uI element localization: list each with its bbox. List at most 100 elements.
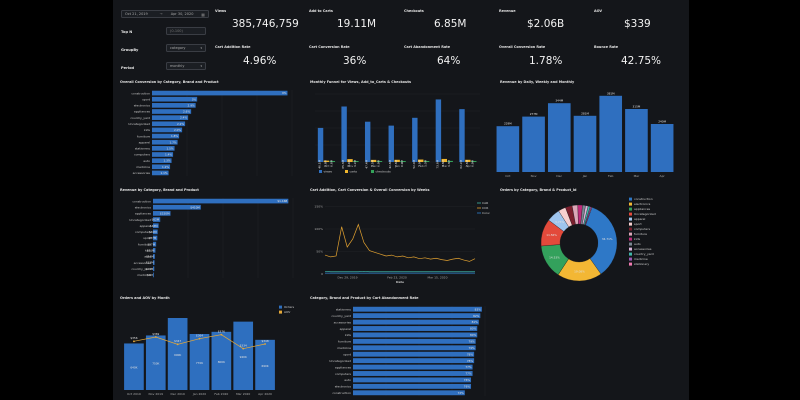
bar-label-carts-nov: 3.4M (347, 159, 351, 166)
bar-accessories (153, 260, 155, 265)
bar-label-uncategorized: 2.2% (177, 122, 184, 126)
revenue-category-bar-chart[interactable]: construction $1.16B electronics $410M applia… (113, 196, 301, 291)
category-label-auto: auto (144, 255, 151, 259)
bar-label-views-oct: 40.1M (317, 159, 321, 168)
bar-label-accessories: 81% (472, 320, 479, 324)
point-label-aov-feb-2020: $376 (218, 329, 225, 333)
legend-auto: auto (634, 242, 641, 246)
bar-country-yard (152, 115, 189, 120)
category-label-kids: kids (145, 249, 151, 253)
x-tick-jan: Jan (582, 174, 588, 178)
bar-stationery (152, 146, 175, 151)
bar-label-country-yard: 82% (473, 314, 480, 318)
bar-label-computers: 1.4% (165, 153, 172, 157)
category-label-appliances: appliances (335, 365, 352, 369)
bar-kids (353, 332, 478, 338)
kpi-revenue-label: Revenue (499, 9, 516, 13)
bar-apparel (152, 139, 178, 145)
date-start[interactable]: Oct 21, 2019 (125, 12, 148, 16)
x-tick-1: Feb 23, 2020 (387, 276, 407, 280)
groupby-select[interactable]: category ▾ (166, 44, 206, 52)
y-tick-2: 100% (314, 227, 323, 231)
category-label-stationery: stationery (135, 147, 150, 151)
kpi-bounce-rate-label: Bounce Rate (594, 45, 619, 49)
bar-checkouts-feb (423, 160, 430, 162)
category-label-computers: computers (134, 153, 150, 157)
bar-orders-mar-2020 (233, 321, 254, 390)
bar-uncategorized (152, 121, 186, 127)
weekly-rates-line-chart[interactable]: 0 50% 100% 150% Dec 29, 2019 Feb 23, 2020 Mar … (303, 196, 493, 291)
legend-conv: Conv (482, 211, 490, 215)
bar-orders-apr-2020 (255, 339, 275, 390)
topn-input[interactable] (166, 27, 206, 35)
category-label-country-yard: country_yard (331, 314, 351, 318)
point-aov-dec-2019 (176, 343, 179, 346)
category-label-furniture: furniture (138, 242, 151, 246)
bar-apparel (153, 223, 159, 229)
legend-construction: construction (634, 197, 653, 201)
kpi-views-value: 385,746,759 (232, 18, 299, 30)
point-aov-apr-2020 (264, 343, 266, 345)
bar-label-mar: 315M (633, 105, 641, 109)
legend-furniture: furniture (634, 232, 647, 236)
kpi-cart-conversion-rate-label: Cart Conversion Rate (309, 45, 350, 49)
bar-label-orders-apr-2020: 690K (261, 364, 268, 368)
x-tick-apr-2020: Apr 2020 (258, 392, 272, 396)
bar-label-nov: 277M (530, 112, 538, 116)
bar-apr (650, 124, 674, 172)
category-label-electronics: electronics (134, 104, 151, 108)
bar-label-uncategorized: $62M (151, 218, 159, 222)
period-select[interactable]: monthly ▾ (166, 62, 206, 70)
legend-appliances: appliances (634, 207, 651, 211)
bar-label-checkouts-dec: 0.9M (376, 159, 380, 166)
bar-label-kids: 80% (470, 333, 477, 337)
orders-aov-chart[interactable]: 640K Oct 2019 750K Nov 2019 990K Dec 2019 770K… (113, 304, 303, 400)
bar-label-carts-oct: 1.6M (323, 159, 327, 166)
category-label-electronics: electronics (135, 205, 152, 209)
y-tick-0: 0 (321, 272, 323, 276)
bar-construction (152, 90, 288, 96)
bar-views-dec (364, 121, 371, 162)
x-tick-dec-2019: Dec 2019 (170, 392, 184, 396)
bar-appliances (152, 109, 192, 114)
date-range-picker[interactable]: Oct 21, 2019 → Apr 30, 2020 ▦ (121, 10, 209, 18)
legend-computers: computers (634, 227, 650, 231)
bar-auto (153, 254, 155, 259)
bar-appliances (353, 364, 473, 370)
panel-title-weekly-rates: Cart Addition, Cart Conversion & Overall… (310, 188, 430, 192)
bar-orders-feb-2020 (211, 331, 232, 390)
bar-label-furniture: 1.8% (171, 134, 178, 138)
revenue-period-bar-chart[interactable]: 229M Oct 277M Nov 344M Dec 281M Jan 381M Feb 315M M… (493, 88, 683, 183)
conversion-bar-chart[interactable]: construction 9% sport 3% electronics 2.9% appl… (113, 88, 301, 183)
bar-carts-dec (370, 159, 377, 162)
x-axis-label: Date (396, 280, 404, 284)
bar-computers (152, 152, 174, 157)
bar-nov (522, 116, 545, 172)
bar-carts-feb (418, 159, 424, 162)
abandonment-bar-chart[interactable]: stationery 83% country_yard 82% accessories 8… (303, 304, 493, 400)
kpi-cart-abandonment-rate-value: 64% (437, 55, 461, 67)
bar-auto (353, 377, 472, 383)
orders-donut-chart[interactable]: 34.71% 19.08% 14.53% 11.56% 5.73% constructio… (493, 196, 683, 291)
bar-carts-mar (441, 158, 447, 162)
bar-label-appliances: $150M (160, 211, 170, 215)
legend-swatch-computers (629, 227, 632, 231)
legend-kids: kids (634, 237, 640, 241)
chevron-down-icon: ▾ (200, 64, 202, 68)
bar-views-jan (388, 125, 394, 162)
chevron-down-icon: ▾ (200, 46, 202, 50)
bar-label-carts-dec: 2.5M (371, 159, 375, 166)
bar-label-medicine: 79% (468, 346, 475, 350)
bar-stationery (353, 306, 482, 312)
kpi-aov-label: AOV (594, 9, 603, 13)
bar-mar (625, 109, 648, 172)
point-label-aov-jan-2020: $364 (196, 333, 203, 337)
calendar-icon[interactable]: ▦ (201, 11, 205, 17)
legend-views: views (324, 170, 333, 174)
x-tick-nov: Nov (347, 164, 353, 168)
bar-label-checkouts-mar: 1.3M (447, 159, 451, 166)
panel-title-revenue-period: Revenue by Daily, Weekly and Monthly (500, 80, 575, 84)
date-end[interactable]: Apr 30, 2020 (170, 12, 194, 16)
category-label-medicine: medicine (137, 273, 151, 277)
